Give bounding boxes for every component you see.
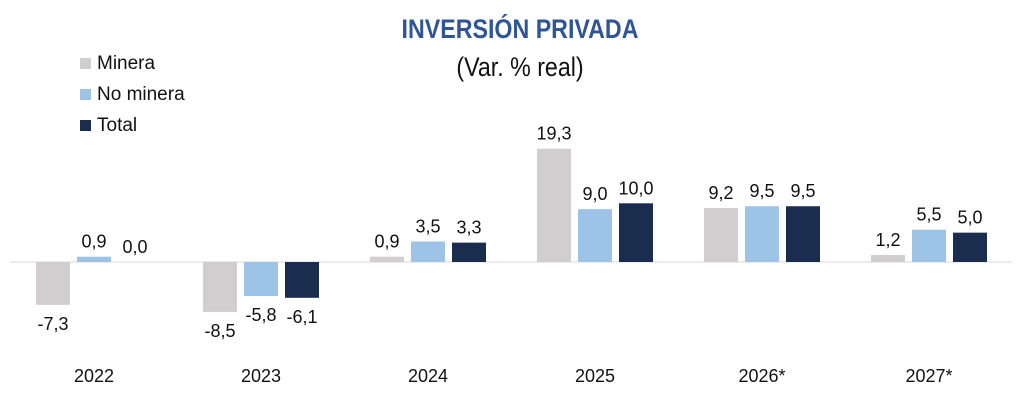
data-label: 19,3 — [536, 124, 571, 144]
legend-swatch — [80, 120, 91, 131]
data-label: 0,0 — [122, 237, 147, 257]
x-tick-label: 2025 — [575, 366, 615, 386]
data-label: -5,8 — [245, 305, 276, 325]
chart-subtitle: (Var. % real) — [456, 52, 584, 82]
bar-minera-2025 — [537, 148, 571, 262]
x-tick-label: 2026* — [738, 366, 785, 386]
data-label: 5,5 — [916, 205, 941, 225]
data-label: 3,5 — [415, 216, 440, 236]
data-label: 0,9 — [374, 232, 399, 252]
data-label: 0,9 — [81, 232, 106, 252]
bar-no-minera-2026 — [745, 206, 779, 262]
chart-title: INVERSIÓN PRIVADA — [401, 14, 639, 44]
legend-item-total: Total — [80, 110, 185, 141]
data-label: 9,2 — [708, 183, 733, 203]
x-tick-label: 2024 — [408, 366, 448, 386]
data-label: -8,5 — [204, 321, 235, 341]
data-label: 5,0 — [957, 208, 982, 228]
bar-minera-2024 — [370, 256, 404, 262]
data-label: 10,0 — [618, 178, 653, 198]
bar-total-2025 — [619, 203, 653, 262]
legend-item-minera: Minera — [80, 48, 185, 79]
data-label: 1,2 — [875, 230, 900, 250]
bar-minera-2026 — [704, 207, 738, 262]
bar-total-2027 — [953, 232, 987, 262]
legend-label: Minera — [97, 52, 156, 74]
legend-swatch — [80, 89, 91, 100]
data-label: 9,0 — [582, 184, 607, 204]
data-label: 9,5 — [749, 181, 774, 201]
legend-swatch — [80, 58, 91, 69]
bar-no-minera-2027 — [912, 229, 946, 262]
bar-no-minera-2024 — [411, 241, 445, 262]
x-tick-label: 2022 — [74, 366, 114, 386]
bar-minera-2022 — [36, 262, 70, 305]
bar-no-minera-2022 — [77, 256, 111, 262]
legend: Minera No minera Total — [80, 48, 185, 141]
data-label: -7,3 — [37, 314, 68, 334]
data-label: 3,3 — [456, 218, 481, 238]
bar-total-2023 — [285, 262, 319, 298]
legend-label: Total — [97, 114, 138, 136]
bar-minera-2027 — [871, 254, 905, 262]
bar-total-2024 — [452, 242, 486, 262]
bar-no-minera-2023 — [244, 262, 278, 297]
bar-no-minera-2025 — [578, 209, 612, 262]
data-label: 9,5 — [790, 181, 815, 201]
x-tick-label: 2027* — [905, 366, 952, 386]
bar-minera-2023 — [203, 262, 237, 312]
bar-total-2026 — [786, 206, 820, 262]
legend-label: No minera — [97, 83, 185, 105]
x-tick-label: 2023 — [241, 366, 281, 386]
legend-item-no-minera: No minera — [80, 79, 185, 110]
data-label: -6,1 — [286, 307, 317, 327]
